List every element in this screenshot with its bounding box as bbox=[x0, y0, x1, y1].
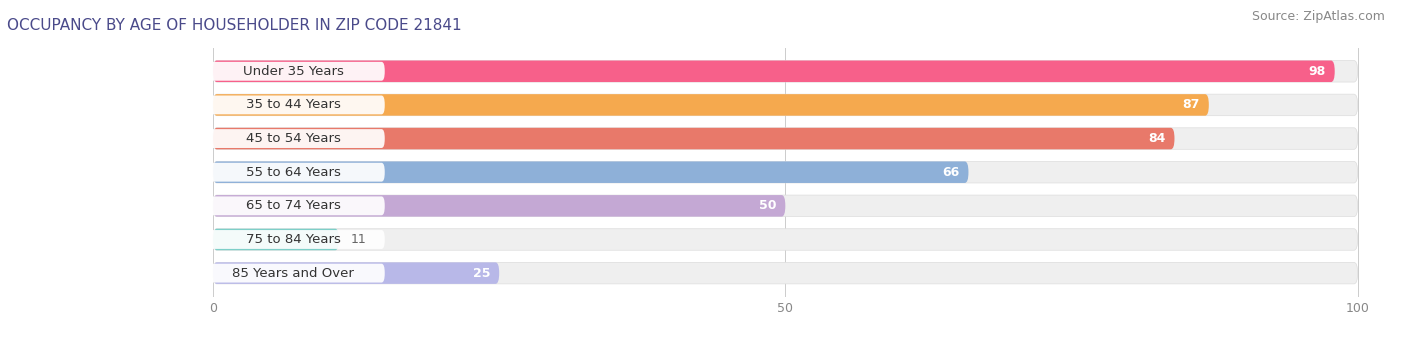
FancyBboxPatch shape bbox=[214, 60, 1358, 82]
FancyBboxPatch shape bbox=[214, 94, 1209, 116]
Text: Under 35 Years: Under 35 Years bbox=[243, 65, 343, 78]
Text: 66: 66 bbox=[942, 166, 959, 179]
FancyBboxPatch shape bbox=[201, 196, 385, 215]
FancyBboxPatch shape bbox=[201, 163, 385, 182]
FancyBboxPatch shape bbox=[201, 264, 385, 283]
FancyBboxPatch shape bbox=[214, 161, 1358, 183]
Text: 11: 11 bbox=[350, 233, 366, 246]
Text: 25: 25 bbox=[472, 267, 491, 280]
Text: 87: 87 bbox=[1182, 99, 1199, 112]
FancyBboxPatch shape bbox=[201, 230, 385, 249]
Text: OCCUPANCY BY AGE OF HOUSEHOLDER IN ZIP CODE 21841: OCCUPANCY BY AGE OF HOUSEHOLDER IN ZIP C… bbox=[7, 18, 461, 33]
Text: 84: 84 bbox=[1147, 132, 1166, 145]
FancyBboxPatch shape bbox=[214, 195, 1358, 217]
Text: 55 to 64 Years: 55 to 64 Years bbox=[246, 166, 340, 179]
Text: Source: ZipAtlas.com: Source: ZipAtlas.com bbox=[1251, 10, 1385, 23]
FancyBboxPatch shape bbox=[214, 161, 969, 183]
FancyBboxPatch shape bbox=[214, 262, 1358, 284]
FancyBboxPatch shape bbox=[214, 229, 1358, 250]
FancyBboxPatch shape bbox=[214, 94, 1358, 116]
FancyBboxPatch shape bbox=[214, 229, 339, 250]
Text: 50: 50 bbox=[759, 199, 776, 212]
FancyBboxPatch shape bbox=[201, 95, 385, 114]
Text: 98: 98 bbox=[1309, 65, 1326, 78]
FancyBboxPatch shape bbox=[214, 128, 1174, 149]
FancyBboxPatch shape bbox=[214, 128, 1358, 149]
Text: 45 to 54 Years: 45 to 54 Years bbox=[246, 132, 340, 145]
FancyBboxPatch shape bbox=[214, 262, 499, 284]
Text: 35 to 44 Years: 35 to 44 Years bbox=[246, 99, 340, 112]
Text: 85 Years and Over: 85 Years and Over bbox=[232, 267, 354, 280]
FancyBboxPatch shape bbox=[201, 62, 385, 81]
Text: 75 to 84 Years: 75 to 84 Years bbox=[246, 233, 340, 246]
Text: 65 to 74 Years: 65 to 74 Years bbox=[246, 199, 340, 212]
FancyBboxPatch shape bbox=[214, 60, 1334, 82]
FancyBboxPatch shape bbox=[214, 195, 786, 217]
FancyBboxPatch shape bbox=[201, 129, 385, 148]
